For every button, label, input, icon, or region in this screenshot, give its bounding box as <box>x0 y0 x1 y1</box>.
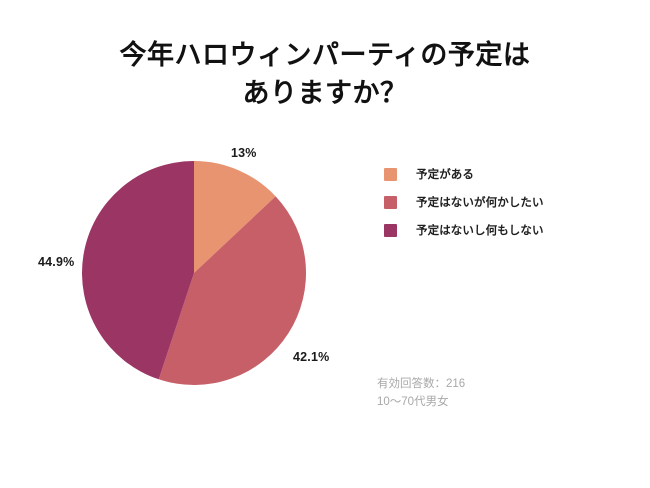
pie-slice-label-1: 42.1% <box>293 350 330 364</box>
legend-swatch-icon-2 <box>384 223 397 237</box>
legend-swatch-icon-0 <box>384 167 397 181</box>
pie-slice-label-2: 44.9% <box>38 255 75 269</box>
chart-title-line-1: 今年ハロウィンパーティの予定は <box>119 40 531 70</box>
legend-label-2: 予定はないし何もしない <box>416 225 544 237</box>
pie-slice-2[interactable] <box>82 161 194 380</box>
footnote-line-1: 有効回答数：216 <box>377 378 466 390</box>
pie-chart <box>82 161 306 385</box>
chart-title-line-2: ありますか？ <box>242 78 408 109</box>
page-title: 今年ハロウィンパーティの予定は ありますか？ <box>0 36 650 113</box>
legend-label-0: 予定がある <box>416 169 474 181</box>
legend-item-0[interactable]: 予定がある <box>384 160 604 188</box>
legend-swatch-icon-1 <box>384 195 397 209</box>
pie-slice-0[interactable] <box>194 161 276 273</box>
legend-item-2[interactable]: 予定はないし何もしない <box>384 216 604 244</box>
legend-label-1: 予定はないが何かしたい <box>416 197 544 209</box>
chart-legend: 予定がある 予定はないが何かしたい 予定はないし何もしない <box>384 160 604 244</box>
pie-slice-label-0: 13% <box>231 146 257 160</box>
pie-slice-1[interactable] <box>158 196 306 385</box>
legend-item-1[interactable]: 予定はないが何かしたい <box>384 188 604 216</box>
pie-chart-svg <box>82 161 306 385</box>
chart-footnote: 有効回答数：216 10〜70代男女 <box>377 376 465 412</box>
footnote-line-2: 10〜70代男女 <box>377 395 449 408</box>
